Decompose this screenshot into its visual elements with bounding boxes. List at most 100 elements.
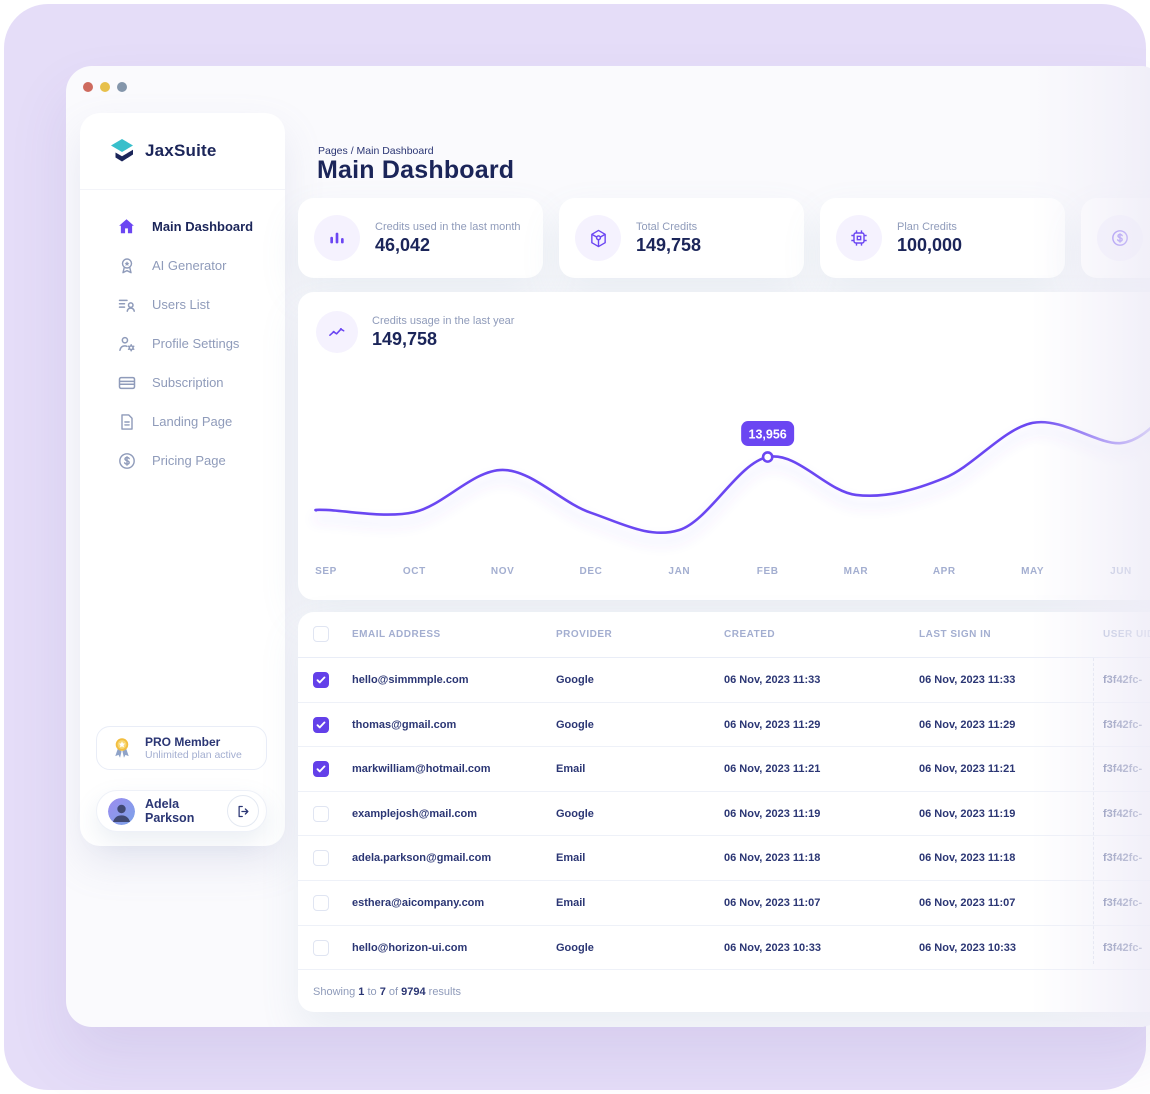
table-row: esthera@aicompany.com Email 06 Nov, 2023 1…: [298, 881, 1150, 926]
table-footer: Showing 1 to 7 of 9794 results: [313, 986, 462, 998]
stat-card-total-credits: Total Credits 149,758: [559, 198, 804, 278]
x-axis-label-jun: JUN: [1110, 566, 1132, 577]
profile-settings-icon: [117, 334, 137, 354]
user-card: Adela Parkson: [96, 790, 267, 832]
page-title: Main Dashboard: [317, 156, 515, 184]
row-checkbox[interactable]: [313, 716, 329, 733]
avatar[interactable]: [108, 797, 135, 825]
sidebar-item-main-dashboard[interactable]: Main Dashboard: [80, 207, 285, 246]
bar-chart-icon: [314, 215, 360, 261]
cell-last-sign-in: 06 Nov, 2023 11:29: [919, 718, 1016, 731]
x-axis-label-apr: APR: [932, 566, 956, 577]
cell-email: adela.parkson@gmail.com: [352, 852, 492, 865]
cell-provider: Google: [556, 674, 594, 686]
cell-user-uid: f3f42fc-: [1103, 896, 1143, 909]
cell-email: esthera@aicompany.com: [352, 896, 485, 909]
select-all-checkbox[interactable]: [313, 626, 329, 642]
sidebar-item-profile-settings[interactable]: Profile Settings: [80, 324, 285, 363]
cell-user-uid: f3f42fc-: [1103, 718, 1143, 731]
home-icon: [117, 217, 137, 237]
col-created[interactable]: CREATED: [724, 629, 776, 640]
sidebar-item-label: Subscription: [152, 375, 224, 390]
logout-icon: [236, 804, 251, 819]
sidebar-item-label: Users List: [152, 297, 210, 312]
table-row: examplejosh@mail.com Google 06 Nov, 2023 1…: [298, 792, 1150, 837]
cell-created: 06 Nov, 2023 11:18: [724, 852, 821, 865]
chip-icon: [836, 215, 882, 261]
cell-created: 06 Nov, 2023 11:07: [724, 896, 821, 909]
dollar-icon: [117, 451, 137, 471]
close-window-icon[interactable]: [83, 82, 93, 92]
table-row: markwilliam@hotmail.com Email 06 Nov, 2023…: [298, 747, 1150, 792]
col-user-uid[interactable]: USER UID: [1103, 629, 1150, 640]
breadcrumb[interactable]: Pages / Main Dashboard: [318, 145, 434, 157]
cell-email: thomas@gmail.com: [352, 718, 457, 731]
cell-created: 06 Nov, 2023 11:19: [724, 807, 821, 820]
column-divider: [1093, 658, 1094, 964]
cell-provider: Google: [556, 718, 594, 731]
row-checkbox[interactable]: [313, 850, 329, 867]
table-row: hello@horizon-ui.com Google 06 Nov, 2023 1…: [298, 926, 1150, 971]
user-name: Adela Parkson: [145, 797, 195, 825]
col-provider[interactable]: PROVIDER: [556, 629, 613, 640]
cell-user-uid: f3f42fc-: [1103, 763, 1143, 776]
credits-usage-chart-card: Credits usage in the last year 149,758 1…: [298, 292, 1150, 600]
sidebar-item-landing-page[interactable]: Landing Page: [80, 402, 285, 441]
minimize-window-icon[interactable]: [100, 82, 110, 92]
col-last-sign-in[interactable]: LAST SIGN IN: [919, 629, 992, 640]
sidebar-item-label: Profile Settings: [152, 336, 240, 351]
cell-last-sign-in: 06 Nov, 2023 11:07: [919, 896, 1016, 909]
chart-point-marker[interactable]: [761, 451, 774, 463]
jaxsuite-logo-icon: [109, 138, 135, 164]
sidebar-item-label: Pricing Page: [152, 453, 226, 468]
sidebar: JaxSuite Main Dashboard AI Generator Users…: [80, 113, 285, 846]
users-table-card: EMAIL ADDRESS PROVIDER CREATED LAST SIGN…: [298, 612, 1150, 1012]
stat-value: 46,042: [375, 235, 431, 255]
stat-card-partial: [1081, 198, 1150, 278]
sidebar-item-pricing-page[interactable]: Pricing Page: [80, 441, 285, 480]
cell-last-sign-in: 06 Nov, 2023 11:33: [919, 674, 1016, 686]
sidebar-item-ai-generator[interactable]: AI Generator: [80, 246, 285, 285]
cell-provider: Email: [556, 763, 586, 776]
row-checkbox[interactable]: [313, 894, 329, 911]
row-checkbox[interactable]: [313, 939, 329, 956]
card-icon: [117, 373, 137, 393]
row-checkbox[interactable]: [313, 761, 329, 778]
sidebar-item-users-list[interactable]: Users List: [80, 285, 285, 324]
cell-user-uid: f3f42fc-: [1103, 674, 1143, 686]
stat-label: Credits used in the last month: [375, 221, 521, 233]
medal-icon: [109, 735, 135, 761]
row-checkbox[interactable]: [313, 805, 329, 822]
cell-provider: Google: [556, 941, 594, 954]
cell-user-uid: f3f42fc-: [1103, 807, 1143, 820]
pro-member-title: PRO Member: [145, 734, 221, 749]
table-header: EMAIL ADDRESS PROVIDER CREATED LAST SIGN…: [298, 612, 1150, 658]
cell-email: hello@simmmple.com: [352, 674, 469, 686]
x-axis-label-feb: FEB: [756, 566, 779, 577]
chart-tooltip: [741, 421, 795, 447]
chart-value: 149,758: [372, 329, 438, 349]
sidebar-item-subscription[interactable]: Subscription: [80, 363, 285, 402]
cell-created: 06 Nov, 2023 11:33: [724, 674, 821, 686]
line-chart[interactable]: 13,956: [298, 292, 1150, 600]
cell-created: 06 Nov, 2023 11:21: [724, 763, 821, 776]
logout-button[interactable]: [227, 795, 259, 827]
table-row: hello@simmmple.com Google 06 Nov, 2023 11:…: [298, 658, 1150, 703]
expand-window-icon[interactable]: [117, 82, 127, 92]
dollar-icon: [1097, 215, 1143, 261]
sidebar-nav: Main Dashboard AI Generator Users List Prof…: [80, 207, 285, 480]
stat-value: 100,000: [897, 235, 963, 255]
trend-icon: [316, 311, 358, 353]
brand-name: JaxSuite: [145, 141, 217, 160]
row-checkbox[interactable]: [313, 672, 329, 688]
cell-user-uid: f3f42fc-: [1103, 941, 1143, 954]
app-window: JaxSuite Main Dashboard AI Generator Users…: [66, 66, 1150, 1027]
cell-user-uid: f3f42fc-: [1103, 852, 1143, 865]
pro-member-card[interactable]: PRO Member Unlimited plan active: [96, 726, 267, 770]
cell-email: markwilliam@hotmail.com: [352, 763, 491, 776]
cell-last-sign-in: 06 Nov, 2023 11:18: [919, 852, 1016, 865]
cell-created: 06 Nov, 2023 10:33: [724, 941, 822, 954]
col-email-address[interactable]: EMAIL ADDRESS: [352, 629, 441, 640]
cell-provider: Email: [556, 896, 586, 909]
document-icon: [117, 412, 137, 432]
